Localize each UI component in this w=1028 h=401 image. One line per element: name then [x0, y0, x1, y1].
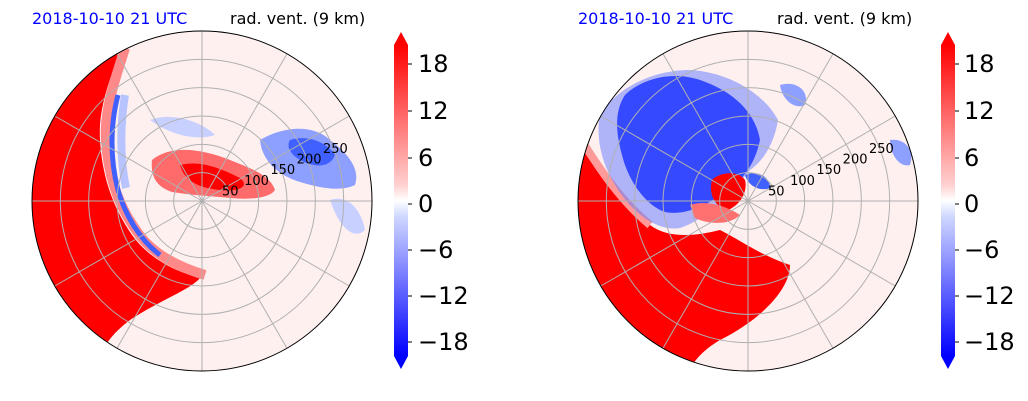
panel1-cb-tick: 12	[418, 97, 449, 125]
panel2-azimuth-line	[747, 53, 834, 202]
panel2-cb-tick: −6	[964, 236, 999, 264]
panel1-azimuth-line	[201, 200, 350, 287]
panel2-azimuth-line	[662, 53, 749, 202]
panel2-colorbar-extend-bottom	[941, 356, 955, 369]
panel1-azimuth-line	[201, 200, 288, 349]
panel2-colorbar-body	[941, 45, 955, 356]
panel2-radial-labels: 50 100 150 200 250	[768, 142, 894, 200]
panel2-azimuth-line	[600, 200, 749, 287]
panel1-outline	[31, 30, 373, 372]
panel2-ne-speckle	[780, 83, 806, 107]
panel2-grid	[578, 31, 918, 371]
panel2-cb-tick: 0	[964, 190, 979, 218]
panel2-title-left: 2018-10-10 21 UTC	[578, 9, 733, 28]
panel2-colorbar-extend-top	[941, 32, 955, 45]
panel1-cb-tick: −18	[418, 328, 469, 356]
panel1-radial-labels: 50 100 150 200 250	[222, 142, 348, 200]
panel2-colorbar: 18 12 6 0 −6 −12 −18	[941, 32, 1015, 369]
panel2-azimuth-line	[747, 115, 896, 202]
panel2-cb-tick: 12	[964, 97, 995, 125]
panel1-r-label: 250	[323, 142, 348, 157]
panel1-title-left: 2018-10-10 21 UTC	[32, 9, 187, 28]
panel2-azimuth-line	[600, 115, 749, 202]
panel2-azimuth-line	[747, 200, 896, 287]
panel2-r-label: 50	[768, 184, 785, 199]
panel1-cb-tick: −12	[418, 282, 469, 310]
panel1-grid	[32, 31, 372, 371]
panel1-azimuth-line	[54, 115, 203, 202]
panel1-colorbar-extend-bottom	[394, 356, 408, 369]
panel1-azimuth-line	[54, 200, 203, 287]
panel2-title-right: rad. vent. (9 km)	[777, 9, 912, 28]
panel2-cb-tick: 18	[964, 50, 995, 78]
panel1-r-label: 150	[270, 163, 295, 178]
polar-panel-1: 2018-10-10 21 UTC rad. vent. (9 km) 50 1…	[31, 9, 469, 372]
panel1-r-label: 100	[244, 174, 269, 189]
panel1-azimuth-line	[201, 115, 350, 202]
panel1-title-right: rad. vent. (9 km)	[230, 9, 365, 28]
panel2-r-label: 150	[816, 163, 841, 178]
panel2-azimuth-line	[662, 200, 749, 349]
panel2-r-label: 100	[790, 174, 815, 189]
panel1-blue-speckle	[150, 116, 215, 138]
panel1-red-edge	[100, 46, 207, 280]
panel1-azimuth-line	[116, 200, 203, 349]
panel2-center-red-streak	[690, 203, 740, 223]
panel1-blue-fringe-light	[117, 94, 130, 189]
panel1-cb-tick: −6	[418, 236, 453, 264]
panel2-outline	[577, 30, 919, 372]
panel2-r-label: 200	[843, 153, 868, 168]
panel1-colorbar-body	[394, 45, 408, 356]
panel1-blue-speckle-2	[330, 198, 365, 234]
panel2-east-speckle	[890, 139, 912, 166]
panel1-r-label: 200	[297, 153, 322, 168]
panel1-colorbar: 18 12 6 0 −6 −12 −18	[394, 32, 469, 369]
panel1-azimuth-line	[201, 53, 288, 202]
polar-panel-2: 2018-10-10 21 UTC rad. vent. (9 km) 50 1…	[577, 9, 1015, 372]
panel1-r-label: 50	[222, 184, 239, 199]
panel1-colorbar-extend-top	[394, 32, 408, 45]
panel2-r-label: 250	[869, 142, 894, 157]
panel1-cb-tick: 6	[418, 144, 433, 172]
panel1-azimuth-line	[116, 53, 203, 202]
panel2-cb-tick: −12	[964, 282, 1015, 310]
panel1-cb-tick: 18	[418, 50, 449, 78]
panel2-field	[578, 31, 918, 371]
panel2-cb-tick: 6	[964, 144, 979, 172]
panel2-azimuth-line	[747, 200, 834, 349]
panel2-cb-tick: −18	[964, 328, 1015, 356]
panel1-inner-red-core	[180, 163, 244, 191]
panel1-cb-tick: 0	[418, 190, 433, 218]
